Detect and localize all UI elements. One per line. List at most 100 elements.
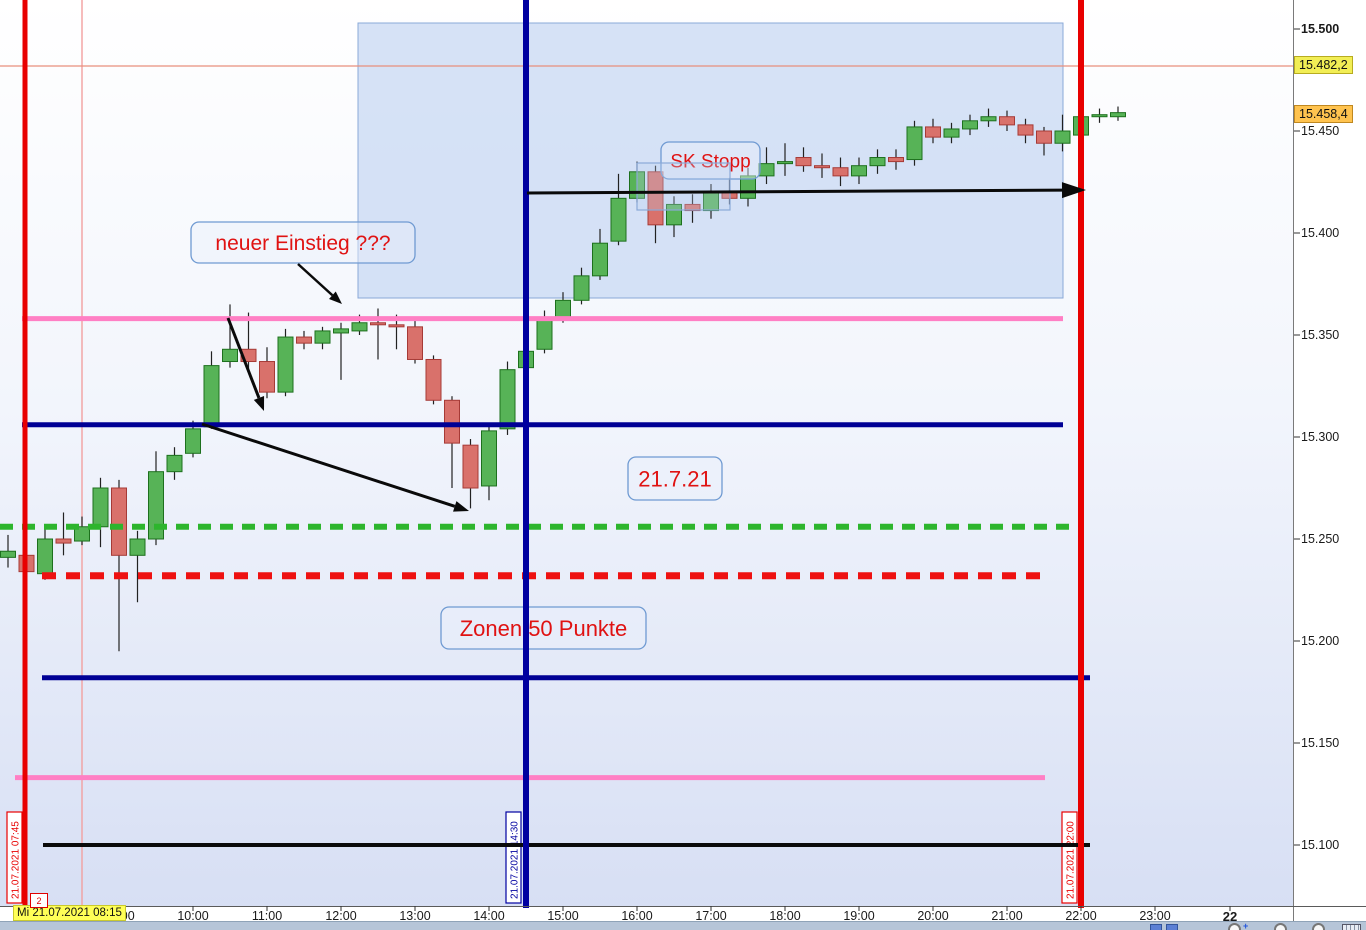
- candle: [758, 163, 775, 177]
- candle: [370, 322, 386, 326]
- swing-arrow-head: [453, 501, 469, 512]
- candle: [962, 120, 978, 130]
- candle: [37, 538, 53, 575]
- stopp-level-arrow[interactable]: [526, 188, 1063, 195]
- clock-icon[interactable]: [1312, 923, 1325, 930]
- candle: [1091, 114, 1108, 118]
- y-tick-label: 15.350: [1301, 328, 1340, 342]
- annotation-neuer_einstieg-text: neuer Einstieg ???: [215, 232, 390, 255]
- x-tick-label: 18:00: [769, 909, 801, 923]
- annotation-date_tag-text: 21.7.21: [638, 466, 711, 491]
- arrow-drawings[interactable]: [201, 182, 1086, 512]
- x-tick-label: 17:00: [695, 909, 727, 923]
- candle: [536, 318, 553, 350]
- vline-labels: 21.07.2021 07:45 21.07.2021 14:30 21.07.20…: [6, 811, 1078, 904]
- candle: [259, 361, 275, 393]
- zoom-plus-glyph: +: [1243, 921, 1249, 930]
- x-tick-label: 22:00: [1065, 909, 1097, 923]
- candle: [888, 157, 904, 163]
- candle: [832, 167, 849, 177]
- candle: [0, 550, 16, 558]
- candle: [296, 336, 312, 344]
- x-tick-label: 12:00: [325, 909, 357, 923]
- candle: [333, 328, 349, 334]
- y-tick-label: 15.500: [1301, 22, 1340, 36]
- candle: [185, 428, 201, 454]
- grid-icon[interactable]: [1342, 924, 1361, 930]
- annotation-zonen[interactable]: [440, 606, 647, 650]
- candle: [795, 157, 812, 167]
- candle: [573, 275, 590, 301]
- candle: [462, 444, 479, 489]
- crosshair-time-label: Mi 21.07.2021 08:15: [13, 905, 126, 921]
- bottom-toolbar: +: [0, 921, 1366, 930]
- candle: [980, 116, 997, 122]
- candle: [203, 365, 220, 428]
- y-tick-label: 15.450: [1301, 124, 1340, 138]
- candle: [555, 299, 571, 320]
- candle: [1110, 112, 1126, 118]
- y-tick-label: 15.150: [1301, 736, 1340, 750]
- candle: [851, 165, 867, 177]
- y-tick-label: 15.400: [1301, 226, 1340, 240]
- candle: [425, 358, 442, 401]
- y-tick-label: 15.250: [1301, 532, 1340, 546]
- vline-2200-label: 21.07.2021 22:00: [1066, 821, 1077, 899]
- highlight-region[interactable]: [357, 22, 1064, 299]
- candle: [869, 157, 886, 167]
- candle: [647, 171, 664, 226]
- candle: [1054, 130, 1071, 144]
- candle: [277, 336, 294, 393]
- candle: [74, 526, 90, 542]
- y-tick-label: 15.300: [1301, 430, 1340, 444]
- zoom-out-icon[interactable]: [1274, 923, 1287, 930]
- x-tick-label: 21:00: [991, 909, 1023, 923]
- swing-arrow[interactable]: [201, 422, 456, 508]
- stopp-level-arrow-head: [1061, 182, 1086, 199]
- vline-2200-label-box: [1061, 811, 1078, 904]
- x-tick-label: 19:00: [843, 909, 875, 923]
- candle: [148, 471, 164, 540]
- chart-background: [0, 0, 1293, 906]
- vline-1430-label: 21.07.2021 14:30: [510, 821, 521, 899]
- x-tick-label: 15:00: [547, 909, 579, 923]
- candle: [999, 116, 1015, 126]
- vline-0745-label: 21.07.2021 07:45: [11, 821, 22, 899]
- entry-arrow-head: [329, 291, 342, 304]
- x-tick-label: 10:00: [177, 909, 209, 923]
- candle: [1036, 130, 1052, 144]
- entry-arrow[interactable]: [297, 263, 334, 297]
- vline-1430-label-box: [505, 811, 522, 904]
- x-tick-label: 11:00: [251, 909, 283, 923]
- candle: [444, 399, 460, 444]
- vline-axis-marker: 2: [30, 893, 48, 908]
- vertical-lines[interactable]: [22, 0, 1084, 908]
- candle: [351, 322, 368, 332]
- annotation-date_tag[interactable]: [627, 456, 723, 501]
- candle: [92, 487, 109, 528]
- window-cascade-icon[interactable]: [1166, 924, 1178, 930]
- x-tick-label-next-day: 22: [1222, 909, 1238, 924]
- crosshair-price-label: 15.482,2: [1294, 56, 1353, 75]
- candle: [610, 197, 627, 242]
- annotation-neuer_einstieg[interactable]: [190, 221, 416, 264]
- candle: [222, 348, 238, 363]
- selection-box[interactable]: [636, 162, 731, 211]
- last-price-label: 15.458,4: [1294, 104, 1353, 123]
- candle: [407, 326, 423, 360]
- candle: [925, 126, 941, 138]
- zoom-in-icon[interactable]: [1228, 923, 1241, 930]
- pullback-arrow[interactable]: [226, 317, 261, 399]
- x-tick-label: 23:00: [1139, 909, 1171, 923]
- window-tile-icon[interactable]: [1150, 924, 1162, 930]
- candle: [499, 369, 516, 430]
- zone-lines[interactable]: [0, 316, 1090, 847]
- x-tick-label: 16:00: [621, 909, 653, 923]
- candle: [129, 538, 146, 556]
- candle: [314, 330, 331, 344]
- annotation-sk_stopp[interactable]: [660, 141, 761, 180]
- y-tick-label: 15.200: [1301, 634, 1340, 648]
